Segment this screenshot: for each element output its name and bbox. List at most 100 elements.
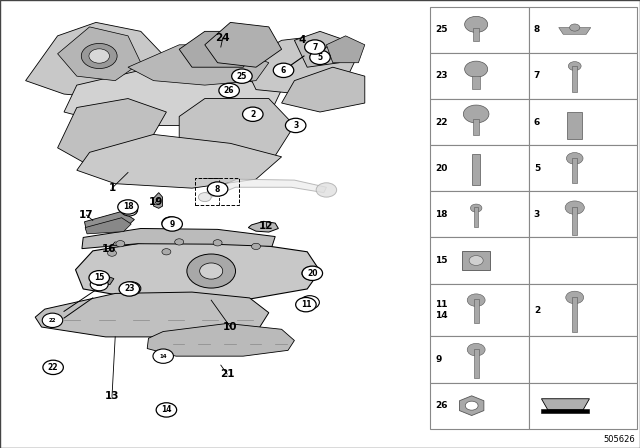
Text: 18: 18	[125, 207, 134, 213]
Circle shape	[162, 249, 171, 255]
Circle shape	[116, 241, 125, 247]
Circle shape	[156, 403, 177, 417]
Polygon shape	[205, 22, 282, 67]
Bar	[473, 28, 479, 41]
Circle shape	[305, 40, 325, 54]
Bar	[472, 76, 480, 90]
Text: 9: 9	[435, 355, 442, 364]
Circle shape	[213, 240, 222, 246]
Circle shape	[219, 83, 239, 98]
Polygon shape	[248, 221, 278, 232]
Text: 20: 20	[307, 269, 317, 278]
Polygon shape	[26, 22, 166, 99]
Text: 1: 1	[108, 183, 116, 193]
Circle shape	[90, 278, 108, 291]
Circle shape	[566, 291, 584, 304]
Text: 20: 20	[435, 164, 447, 173]
Text: 3: 3	[534, 210, 540, 219]
Text: 7: 7	[312, 43, 317, 52]
Text: 5: 5	[534, 164, 540, 173]
Circle shape	[302, 267, 321, 280]
Circle shape	[296, 297, 316, 312]
Polygon shape	[154, 193, 163, 208]
Bar	[529, 237, 637, 284]
Circle shape	[465, 61, 488, 77]
Text: 11
14: 11 14	[435, 300, 448, 320]
Circle shape	[465, 401, 478, 410]
Bar	[430, 7, 529, 53]
Polygon shape	[541, 399, 589, 410]
Text: 9: 9	[169, 220, 173, 226]
Text: 505626: 505626	[603, 435, 635, 444]
Bar	[529, 7, 637, 53]
Text: 14: 14	[159, 353, 167, 359]
Text: 16: 16	[102, 244, 116, 254]
Bar	[474, 299, 479, 323]
Circle shape	[310, 50, 330, 65]
Bar	[529, 53, 637, 99]
Circle shape	[273, 63, 294, 78]
Bar	[529, 145, 637, 191]
Polygon shape	[58, 27, 141, 81]
Polygon shape	[35, 292, 269, 337]
Text: 26: 26	[435, 401, 448, 410]
Circle shape	[187, 254, 236, 288]
Polygon shape	[326, 36, 365, 63]
Polygon shape	[128, 45, 269, 85]
Text: 14: 14	[161, 405, 172, 414]
Circle shape	[316, 183, 337, 197]
Bar	[430, 383, 529, 429]
Circle shape	[568, 61, 581, 70]
Bar	[472, 154, 480, 185]
Text: 26: 26	[224, 86, 234, 95]
Circle shape	[300, 296, 319, 309]
Text: 25: 25	[435, 25, 448, 34]
Text: 22: 22	[48, 363, 58, 372]
Text: 7: 7	[534, 71, 540, 81]
Text: 23: 23	[435, 71, 448, 81]
Bar	[572, 65, 577, 92]
Polygon shape	[282, 67, 365, 112]
Text: 9: 9	[170, 220, 175, 228]
Text: 19: 19	[148, 198, 163, 207]
Circle shape	[252, 243, 260, 250]
Bar	[529, 191, 637, 237]
Text: 6: 6	[281, 66, 286, 75]
Polygon shape	[58, 99, 166, 166]
Text: 15: 15	[435, 256, 448, 265]
Circle shape	[465, 16, 488, 33]
Bar	[430, 99, 529, 145]
Polygon shape	[76, 241, 320, 300]
Bar	[572, 297, 577, 332]
Bar	[572, 158, 577, 182]
Bar	[462, 250, 490, 270]
Polygon shape	[460, 396, 484, 415]
Circle shape	[302, 266, 323, 280]
Circle shape	[463, 105, 489, 123]
Bar	[430, 53, 529, 99]
Polygon shape	[179, 99, 294, 170]
Text: 24: 24	[216, 33, 230, 43]
Text: 15: 15	[95, 282, 103, 287]
Bar	[195, 178, 239, 205]
Bar	[430, 145, 529, 191]
Text: 8: 8	[534, 25, 540, 34]
Circle shape	[565, 201, 584, 214]
Polygon shape	[64, 67, 282, 125]
Text: 11: 11	[301, 300, 311, 309]
Text: 21: 21	[220, 369, 234, 379]
Circle shape	[42, 313, 63, 327]
Circle shape	[162, 217, 180, 229]
Text: 25: 25	[237, 72, 247, 81]
Text: 3: 3	[293, 121, 298, 130]
Bar	[529, 99, 637, 145]
Bar	[529, 336, 637, 383]
Circle shape	[470, 204, 482, 212]
Text: 22: 22	[49, 318, 56, 323]
Bar	[430, 191, 529, 237]
Circle shape	[467, 343, 485, 356]
Bar	[529, 383, 637, 429]
Bar	[572, 207, 577, 234]
Bar	[529, 284, 637, 336]
Circle shape	[198, 193, 211, 202]
